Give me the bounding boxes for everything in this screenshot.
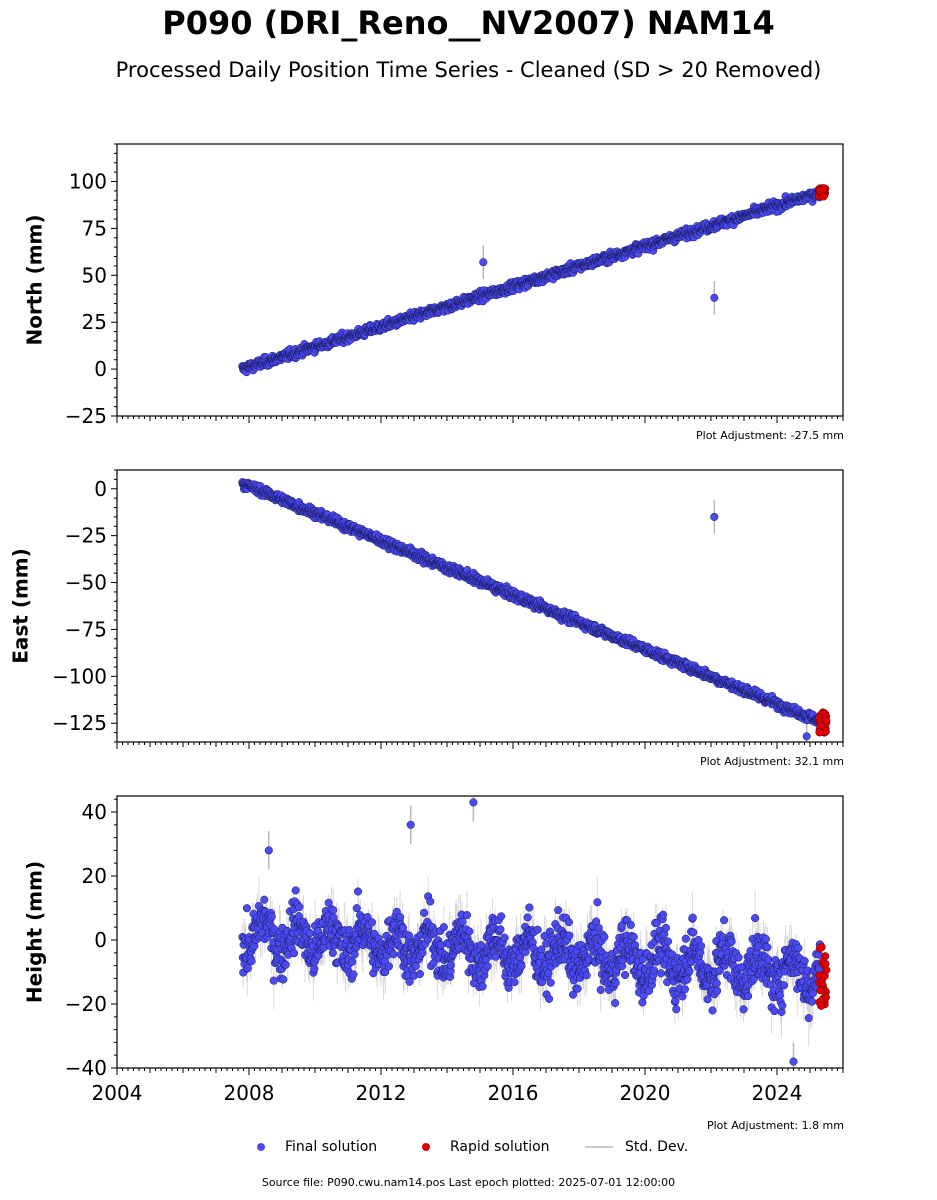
final-point <box>802 732 811 741</box>
y-tick-label: −125 <box>52 711 107 735</box>
final-point <box>710 512 719 521</box>
y-tick-label: 25 <box>82 310 107 334</box>
plot-area-0 <box>238 184 830 377</box>
final-points-0 <box>238 185 824 377</box>
y-tick-label: −25 <box>65 524 107 548</box>
y-tick-label: 50 <box>82 263 107 287</box>
axes-frame-1 <box>116 469 844 743</box>
y-axis-label: North (mm) <box>23 214 47 345</box>
rapid-points-1 <box>815 708 831 737</box>
rapid-point <box>819 192 828 201</box>
rapid-point <box>816 186 825 195</box>
y-tick-label: −75 <box>65 617 107 641</box>
rapid-point <box>822 716 831 725</box>
y-tick-label: −25 <box>65 404 107 428</box>
plot-area-2 <box>238 796 831 1068</box>
final-point <box>479 258 488 267</box>
final-point <box>710 293 719 302</box>
y-tick-label: −100 <box>52 664 107 688</box>
plot-area-1 <box>238 478 831 742</box>
final-points-1 <box>238 478 824 741</box>
chart-title: P090 (DRI_Reno__NV2007) NAM14 <box>162 4 775 42</box>
panel-1: −125 −100 −75 −50 −25 0 East (mm) <box>9 469 844 749</box>
y-tick-label: 75 <box>82 216 107 240</box>
y-tick-label: −50 <box>65 571 107 595</box>
axes-frame-0 <box>116 143 844 417</box>
y-tick-label: 100 <box>69 170 107 194</box>
y-axis-label: East (mm) <box>9 548 33 664</box>
y-tick-label: 0 <box>94 477 107 501</box>
y-tick-label: 0 <box>94 357 107 381</box>
rapid-points-0 <box>815 184 830 201</box>
chart-subtitle: Processed Daily Position Time Series - C… <box>115 58 822 82</box>
rapid-point <box>815 728 824 737</box>
panel-0: −25 0 25 50 75 100 North (mm) <box>23 143 844 428</box>
